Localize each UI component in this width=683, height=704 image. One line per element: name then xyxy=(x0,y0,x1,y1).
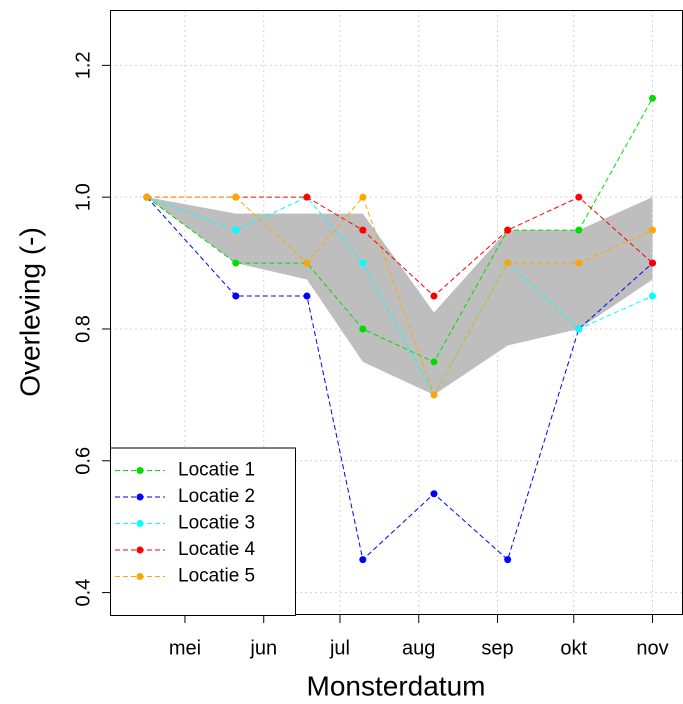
legend-label: Locatie 5 xyxy=(178,566,255,587)
series-line xyxy=(146,196,653,396)
y-tick-label: 0.6 xyxy=(72,447,94,475)
legend-label: Locatie 3 xyxy=(178,513,255,534)
x-tick-label: okt xyxy=(560,637,587,659)
x-tick-label: sep xyxy=(481,637,513,659)
y-tick-label: 1.0 xyxy=(72,183,94,211)
data-point xyxy=(303,193,311,201)
data-point xyxy=(430,391,438,399)
data-point xyxy=(575,325,583,333)
data-point xyxy=(575,226,583,234)
legend-marker xyxy=(136,520,144,527)
x-axis-title: Monsterdatum xyxy=(307,670,486,701)
band xyxy=(146,197,653,395)
data-point xyxy=(232,226,240,234)
x-tick-label: jun xyxy=(249,637,277,659)
data-point xyxy=(303,259,311,267)
legend-label: Locatie 1 xyxy=(178,460,255,481)
data-point xyxy=(504,556,512,564)
legend-marker xyxy=(136,546,144,554)
data-point xyxy=(143,193,151,201)
series-line xyxy=(146,196,653,297)
data-point xyxy=(430,490,438,498)
data-point xyxy=(649,94,657,102)
x-tick-label: aug xyxy=(402,637,435,659)
y-axis-title: Overleving (-) xyxy=(14,227,45,397)
series-line xyxy=(146,196,653,561)
data-point xyxy=(303,292,311,300)
legend-marker xyxy=(136,573,144,580)
data-point xyxy=(504,226,512,234)
legend-label: Locatie 4 xyxy=(178,539,256,560)
y-tick-label: 0.8 xyxy=(72,315,94,343)
y-tick-label: 0.4 xyxy=(72,579,94,607)
data-point xyxy=(232,259,240,267)
x-tick-label: nov xyxy=(636,637,668,659)
data-point xyxy=(359,325,367,333)
data-point xyxy=(232,292,240,300)
x-tick-label: mei xyxy=(169,637,201,659)
data-point xyxy=(359,226,367,234)
data-point xyxy=(649,226,657,234)
data-point xyxy=(649,259,657,267)
legend-label: Locatie 2 xyxy=(178,486,255,507)
legend-marker xyxy=(136,493,144,501)
data-point xyxy=(575,193,583,201)
legend-frame xyxy=(110,447,296,616)
series-line xyxy=(146,196,653,397)
legend: Locatie 1 Locatie 2 Locatie 3 Locatie 4 Loca… xyxy=(110,447,296,616)
data-point xyxy=(359,556,367,564)
legend-marker xyxy=(136,467,144,474)
data-point xyxy=(430,358,438,366)
x-tick-label: jul xyxy=(329,637,350,659)
data-point xyxy=(232,193,240,201)
data-point xyxy=(649,292,657,300)
series-line xyxy=(146,98,653,363)
data-point xyxy=(504,259,512,267)
data-point xyxy=(359,193,367,201)
y-tick-label: 1.2 xyxy=(72,51,94,79)
data-point xyxy=(575,259,583,267)
data-point xyxy=(359,259,367,267)
data-point xyxy=(430,292,438,300)
